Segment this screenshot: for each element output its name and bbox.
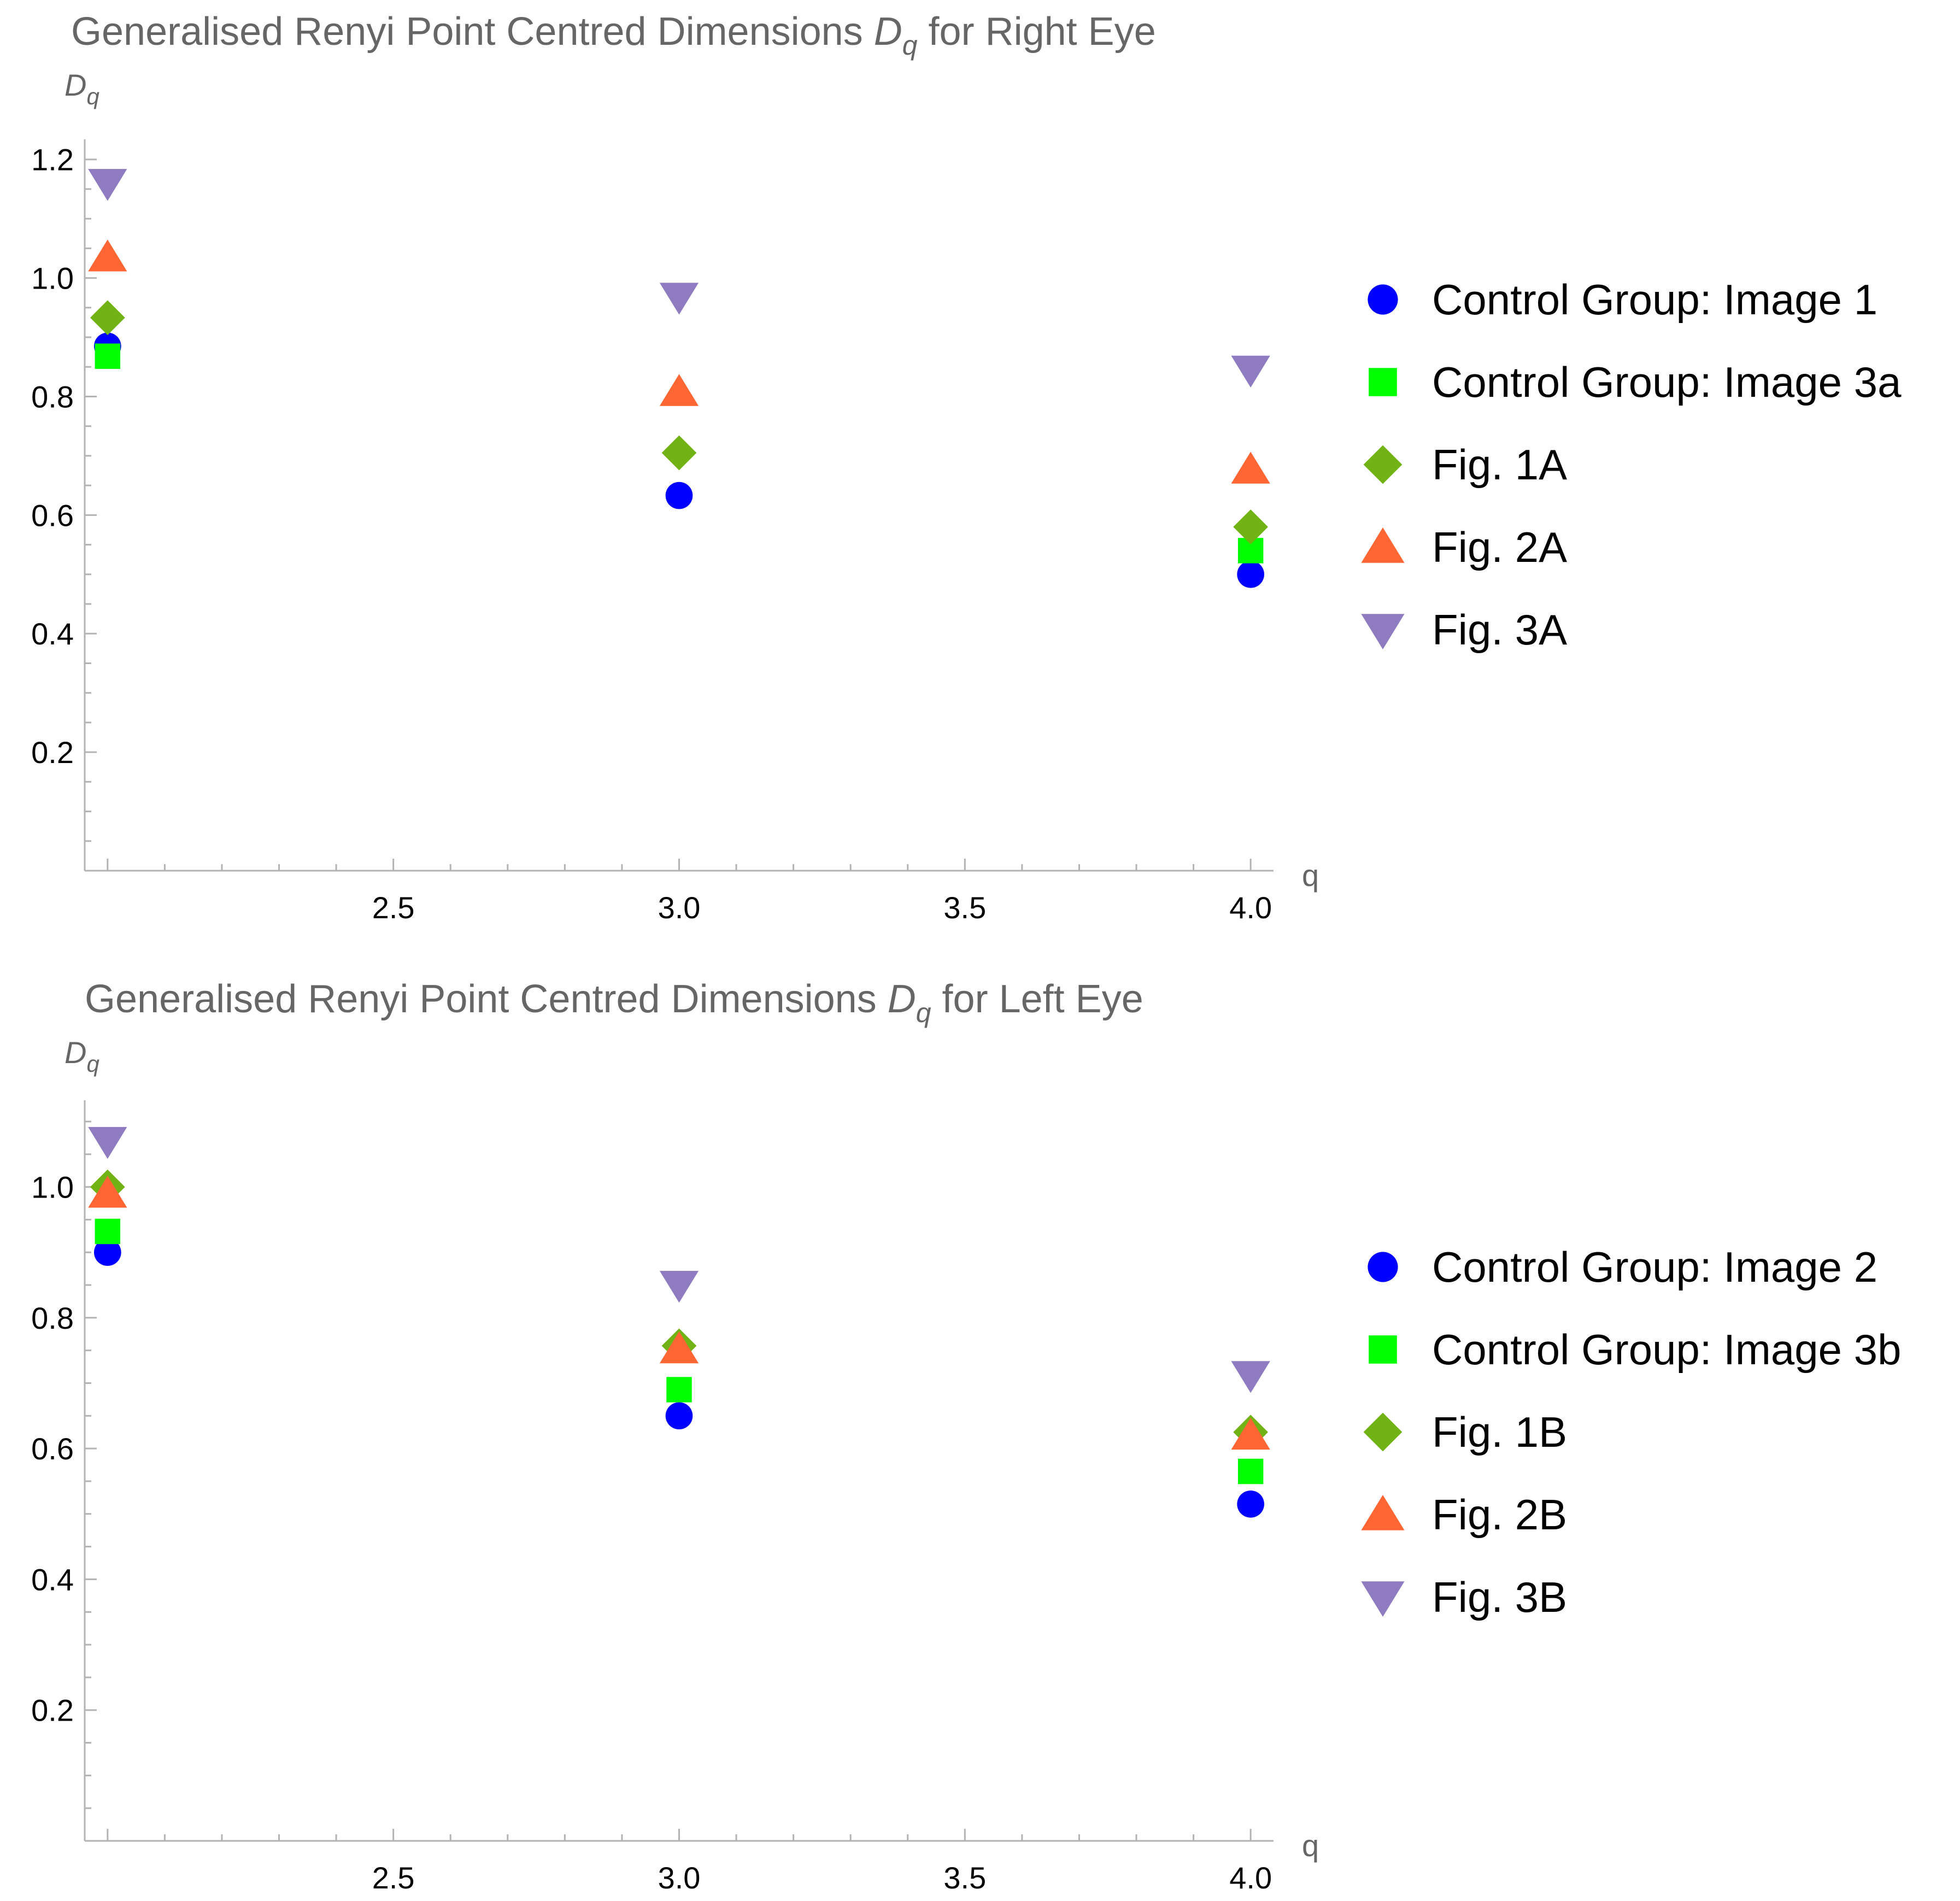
x-tick-label: 3.5 (943, 1861, 986, 1895)
legend-label-5: Fig. 3B (1432, 1573, 1567, 1621)
data-point (1231, 451, 1270, 484)
data-point (88, 169, 127, 201)
x-tick-label: 3.5 (943, 890, 986, 925)
data-point (90, 300, 125, 336)
legend-label-4: Fig. 2A (1432, 523, 1567, 571)
y-tick-label: 0.8 (31, 1301, 74, 1335)
data-point (659, 1331, 699, 1364)
legend-marker-2 (1369, 1335, 1397, 1364)
chart-title: Generalised Renyi Point Centred Dimensio… (85, 977, 1143, 1028)
data-point (665, 1402, 693, 1430)
y-tick-label: 0.6 (31, 498, 74, 532)
x-tick-label: 4.0 (1229, 1861, 1272, 1895)
data-point (1237, 560, 1265, 588)
x-tick-label: 3.0 (658, 1861, 701, 1895)
data-point (1231, 1417, 1270, 1450)
y-tick-label: 1.0 (31, 261, 74, 296)
legend-marker-5 (1361, 614, 1405, 649)
series-2 (95, 1218, 1264, 1485)
data-point (95, 1218, 121, 1245)
legend-marker-5 (1361, 1581, 1405, 1617)
series-3 (90, 300, 1269, 544)
legend-label-4: Fig. 2B (1432, 1491, 1567, 1539)
data-point (88, 1176, 127, 1208)
data-point (659, 374, 699, 406)
legend: Control Group: Image 2 Control Group: Ima… (1361, 1243, 1901, 1621)
legend-marker-3 (1363, 445, 1402, 484)
series-5 (88, 169, 1270, 388)
data-point (665, 482, 693, 509)
y-tick-label: 0.8 (31, 379, 74, 414)
data-point (661, 435, 697, 471)
legend-label-3: Fig. 1A (1432, 441, 1567, 489)
series-4 (88, 239, 1270, 484)
y-tick-label: 0.4 (31, 617, 74, 651)
data-point (93, 1239, 121, 1266)
series-5 (88, 1126, 1270, 1393)
data-point (1237, 1490, 1265, 1518)
data-point (88, 239, 127, 272)
legend-marker-4 (1361, 1495, 1405, 1530)
legend-marker-4 (1361, 527, 1405, 563)
x-axis-label: q (1302, 858, 1319, 893)
data-point (1233, 509, 1269, 544)
y-axis-label: Dq (64, 1035, 99, 1077)
legend-label-3: Fig. 1B (1432, 1408, 1567, 1456)
data-point (1237, 1458, 1264, 1485)
legend-marker-2 (1369, 368, 1397, 396)
data-point (1231, 355, 1270, 388)
chart-title: Generalised Renyi Point Centred Dimensio… (71, 10, 1156, 61)
legend-label-2: Control Group: Image 3b (1432, 1325, 1901, 1374)
x-tick-label: 2.5 (372, 1861, 415, 1895)
series-1 (93, 1239, 1265, 1518)
x-axis-label: q (1302, 1828, 1319, 1863)
y-tick-label: 0.6 (31, 1431, 74, 1466)
legend-label-5: Fig. 3A (1432, 606, 1567, 654)
y-tick-label: 0.4 (31, 1562, 74, 1597)
data-point (95, 343, 121, 369)
data-point (659, 283, 699, 315)
legend-marker-1 (1368, 284, 1398, 315)
y-tick-label: 1.2 (31, 143, 74, 177)
x-tick-label: 2.5 (372, 890, 415, 925)
x-tick-label: 4.0 (1229, 890, 1272, 925)
legend-label-1: Control Group: Image 1 (1432, 275, 1877, 324)
x-tick-label: 3.0 (658, 890, 701, 925)
y-tick-label: 0.2 (31, 735, 74, 770)
series-4 (88, 1176, 1270, 1450)
legend-marker-1 (1368, 1252, 1398, 1282)
data-point (88, 1126, 127, 1159)
legend-label-2: Control Group: Image 3a (1432, 358, 1902, 406)
data-point (666, 1377, 692, 1403)
y-tick-label: 1.0 (31, 1170, 74, 1205)
legend-label-1: Control Group: Image 2 (1432, 1243, 1877, 1291)
data-point (659, 1271, 699, 1303)
y-axis-label: Dq (64, 68, 99, 109)
chart-panel-1: Generalised Renyi Point Centred Dimensio… (31, 10, 1902, 925)
legend: Control Group: Image 1 Control Group: Ima… (1361, 275, 1902, 654)
chart-panel-2: Generalised Renyi Point Centred Dimensio… (31, 977, 1901, 1895)
y-tick-label: 0.2 (31, 1693, 74, 1728)
legend-marker-3 (1363, 1412, 1402, 1452)
data-point (1231, 1361, 1270, 1393)
